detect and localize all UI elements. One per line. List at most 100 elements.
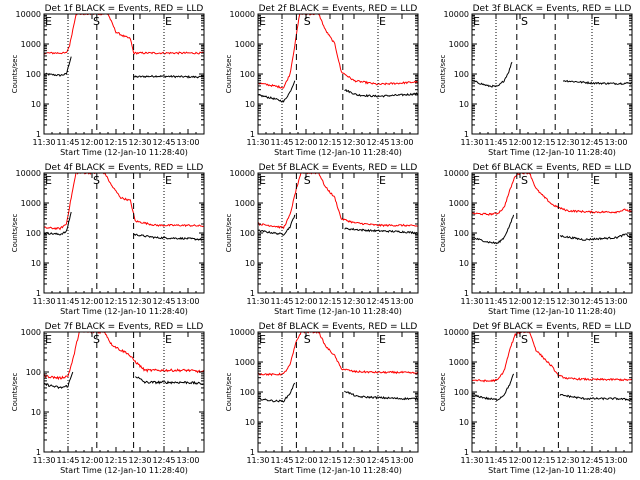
series-line-events [344, 88, 418, 98]
y-axis-label: Counts/sec [225, 55, 233, 94]
x-axis-label: Start Time (12-Jan-10 11:28:40) [488, 148, 616, 157]
x-tick-label: 11:30 [32, 456, 55, 465]
x-tick-label: 11:45 [270, 297, 293, 306]
y-tick-label: 1 [36, 448, 41, 457]
y-tick-label: 1000 [449, 358, 469, 367]
y-tick-label: 100 [454, 229, 469, 238]
panel-title: Det 6f BLACK = Events, RED = LLD [473, 163, 632, 173]
x-tick-label: 11:30 [32, 297, 55, 306]
x-tick-label: 12:45 [152, 297, 175, 306]
x-tick-label: 11:45 [270, 138, 293, 147]
event-marker: E [473, 174, 480, 187]
series-line-events [44, 211, 72, 236]
series-line-events [133, 74, 204, 79]
y-tick-label: 10 [31, 408, 41, 417]
y-axis-label: Counts/sec [439, 214, 447, 253]
series-line-events [135, 376, 204, 386]
event-marker: S [93, 15, 100, 28]
series-line-events [44, 56, 72, 77]
y-tick-label: 10 [459, 100, 469, 109]
x-axis-label: Start Time (12-Jan-10 11:28:40) [274, 307, 402, 316]
x-tick-label: 12:45 [366, 456, 389, 465]
event-marker: E [45, 333, 52, 346]
y-tick-label: 1 [250, 289, 255, 298]
y-tick-label: 10 [31, 100, 41, 109]
y-tick-label: 100 [26, 229, 41, 238]
x-tick-label: 12:15 [318, 456, 341, 465]
series-line-lld [44, 173, 204, 231]
panel-title: Det 9f BLACK = Events, RED = LLD [473, 322, 632, 332]
x-tick-label: 11:30 [246, 456, 269, 465]
series-line-lld [258, 332, 418, 377]
series-line-events [559, 233, 632, 241]
y-tick-label: 10000 [230, 10, 255, 19]
event-marker: E [165, 333, 172, 346]
y-tick-label: 10 [31, 259, 41, 268]
y-tick-label: 1 [250, 130, 255, 139]
series-line-events [472, 61, 513, 88]
panel-title: Det 4f BLACK = Events, RED = LLD [45, 163, 204, 173]
event-marker: E [593, 333, 600, 346]
x-tick-label: 11:45 [56, 138, 79, 147]
y-tick-label: 100 [454, 388, 469, 397]
y-tick-label: 10 [459, 259, 469, 268]
x-tick-label: 12:15 [318, 297, 341, 306]
x-tick-label: 12:30 [342, 456, 365, 465]
x-tick-label: 11:30 [246, 138, 269, 147]
x-tick-label: 12:30 [556, 456, 579, 465]
x-tick-label: 12:30 [342, 297, 365, 306]
x-tick-label: 13:00 [390, 138, 413, 147]
x-tick-label: 13:00 [604, 456, 627, 465]
x-tick-label: 12:00 [80, 138, 103, 147]
event-marker: E [45, 174, 52, 187]
y-tick-label: 10000 [16, 10, 41, 19]
x-tick-label: 12:45 [366, 138, 389, 147]
y-tick-label: 100 [240, 70, 255, 79]
x-tick-label: 13:00 [390, 297, 413, 306]
y-tick-label: 1000 [449, 199, 469, 208]
event-marker: E [379, 333, 386, 346]
x-tick-label: 12:15 [532, 456, 555, 465]
y-tick-label: 1000 [449, 40, 469, 49]
y-tick-label: 1000 [21, 199, 41, 208]
x-tick-label: 11:45 [484, 297, 507, 306]
x-tick-label: 12:45 [580, 456, 603, 465]
y-tick-label: 10 [245, 259, 255, 268]
series-line-events [559, 393, 632, 401]
y-tick-label: 100 [454, 70, 469, 79]
series-line-lld [44, 14, 204, 55]
y-tick-label: 1000 [21, 40, 41, 49]
y-tick-label: 1000 [235, 199, 255, 208]
x-tick-label: 13:00 [604, 138, 627, 147]
y-tick-label: 1000 [235, 40, 255, 49]
x-tick-label: 11:30 [32, 138, 55, 147]
series-line-events [258, 214, 296, 236]
x-axis-label: Start Time (12-Jan-10 11:28:40) [60, 307, 188, 316]
y-axis-label: Counts/sec [225, 214, 233, 253]
y-axis-label: Counts/sec [439, 373, 447, 412]
x-tick-label: 11:30 [460, 456, 483, 465]
x-tick-label: 11:30 [246, 297, 269, 306]
y-tick-label: 1 [464, 289, 469, 298]
y-axis-label: Counts/sec [11, 373, 19, 412]
event-marker: E [45, 15, 52, 28]
x-tick-label: 12:00 [80, 297, 103, 306]
event-marker: S [521, 15, 528, 28]
panel-title: Det 1f BLACK = Events, RED = LLD [45, 4, 204, 14]
event-marker: S [93, 174, 100, 187]
x-tick-label: 12:00 [294, 138, 317, 147]
x-tick-label: 12:15 [104, 297, 127, 306]
series-line-lld [472, 173, 632, 216]
y-tick-label: 10000 [444, 10, 469, 19]
x-tick-label: 12:00 [508, 297, 531, 306]
x-axis-label: Start Time (12-Jan-10 11:28:40) [274, 148, 402, 157]
series-line-events [344, 227, 418, 235]
y-tick-label: 10000 [230, 328, 255, 337]
x-tick-label: 13:00 [604, 297, 627, 306]
y-tick-label: 10 [245, 100, 255, 109]
series-line-events [258, 382, 296, 403]
x-tick-label: 12:15 [104, 138, 127, 147]
